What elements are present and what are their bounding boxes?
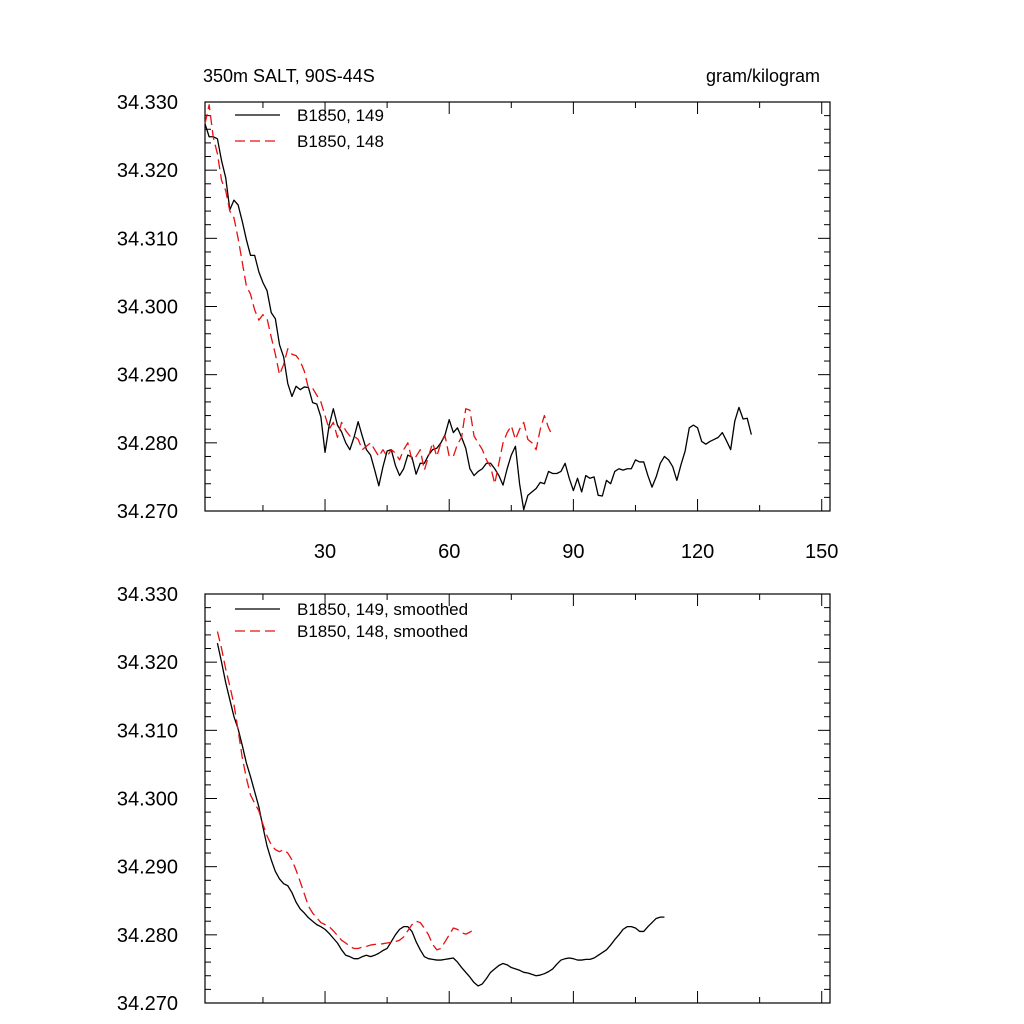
- chart-panel-smoothed: 34.270 34.280 34.290 34.300 34.310 34.320 34.3…: [117, 584, 831, 1015]
- y-tick-label: 34.300: [117, 789, 178, 811]
- legend-label: B1850, 148, smoothed: [297, 622, 468, 641]
- y-tick-label: 34.290: [117, 857, 178, 879]
- y-tick-label: 34.330: [117, 92, 178, 114]
- series-line: [216, 642, 665, 987]
- x-tick-label: 120: [681, 541, 714, 563]
- x-tick-label: 150: [805, 541, 838, 563]
- y-tick-label: 34.320: [117, 160, 178, 182]
- y-tick-label: 34.280: [117, 925, 178, 947]
- x-tick-label: 90: [562, 541, 584, 563]
- legend-label: B1850, 148: [297, 132, 384, 151]
- plot-frame: [204, 593, 831, 1004]
- y-tick-label: 34.320: [117, 652, 178, 674]
- y-tick-label: 34.270: [117, 993, 178, 1015]
- legend-label: B1850, 149: [297, 106, 384, 125]
- legend-label: B1850, 149, smoothed: [297, 600, 468, 619]
- y-tick-label: 34.270: [117, 501, 178, 523]
- chart-panel-raw: 34.270 34.280 34.290 34.300 34.310 34.320 34.3…: [117, 92, 839, 563]
- chart-units: gram/kilogram: [706, 66, 820, 86]
- plot-frame: [204, 101, 831, 512]
- y-tick-label: 34.290: [117, 365, 178, 387]
- series-line: [216, 631, 475, 951]
- y-tick-label: 34.310: [117, 720, 178, 742]
- x-tick-label: 30: [314, 541, 336, 563]
- y-tick-label: 34.330: [117, 584, 178, 606]
- series-line: [204, 104, 554, 485]
- series-line: [204, 123, 752, 511]
- chart-title: 350m SALT, 90S-44S: [203, 66, 375, 86]
- y-tick-label: 34.300: [117, 297, 178, 319]
- y-tick-label: 34.310: [117, 228, 178, 250]
- x-tick-label: 60: [438, 541, 460, 563]
- y-tick-label: 34.280: [117, 433, 178, 455]
